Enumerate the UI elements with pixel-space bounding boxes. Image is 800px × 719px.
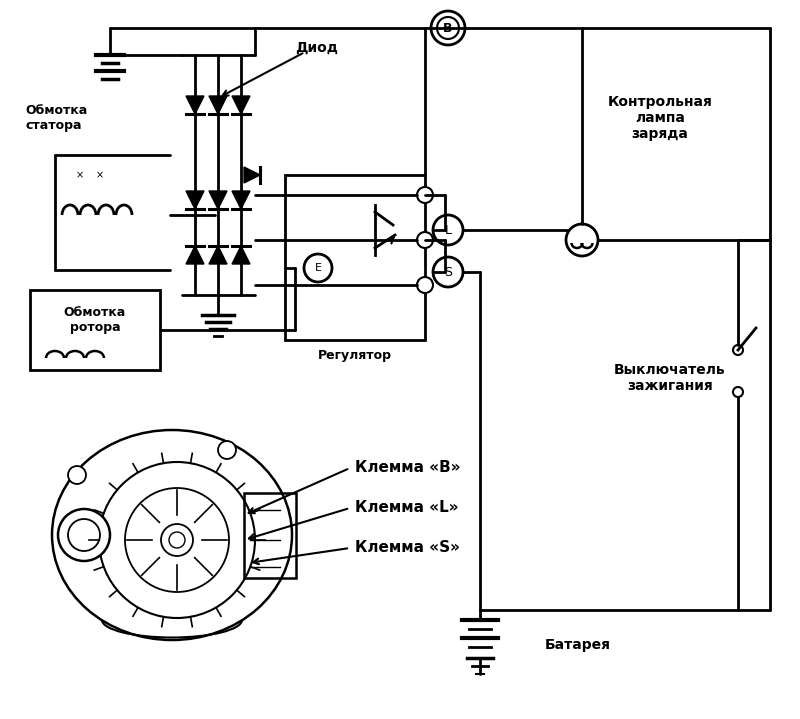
Polygon shape xyxy=(209,191,227,209)
Text: Выключатель
зажигания: Выключатель зажигания xyxy=(614,363,726,393)
Bar xyxy=(285,175,425,340)
Circle shape xyxy=(417,187,433,203)
Text: Диод: Диод xyxy=(295,41,338,55)
Text: L: L xyxy=(445,224,451,237)
Circle shape xyxy=(437,17,459,39)
Circle shape xyxy=(566,224,598,256)
Polygon shape xyxy=(186,96,204,114)
Polygon shape xyxy=(232,96,250,114)
Circle shape xyxy=(218,441,236,459)
Circle shape xyxy=(161,524,193,556)
Text: Клемма «L»: Клемма «L» xyxy=(355,500,458,516)
Polygon shape xyxy=(232,191,250,209)
Bar xyxy=(244,493,296,578)
Circle shape xyxy=(417,277,433,293)
Text: S: S xyxy=(444,265,452,278)
Circle shape xyxy=(68,466,86,484)
Polygon shape xyxy=(209,246,227,264)
Circle shape xyxy=(433,257,463,287)
Circle shape xyxy=(58,509,110,561)
Text: Регулятор: Регулятор xyxy=(318,349,392,362)
Text: Обмотка
статора: Обмотка статора xyxy=(25,104,87,132)
Polygon shape xyxy=(186,191,204,209)
Circle shape xyxy=(433,215,463,245)
Text: Клемма «S»: Клемма «S» xyxy=(355,541,460,556)
Polygon shape xyxy=(244,167,260,183)
Polygon shape xyxy=(186,246,204,264)
Text: Контрольная
лампа
заряда: Контрольная лампа заряда xyxy=(607,95,713,141)
Text: ×: × xyxy=(76,170,84,180)
Text: Батарея: Батарея xyxy=(545,638,611,652)
Circle shape xyxy=(431,11,465,45)
Polygon shape xyxy=(232,246,250,264)
Text: Обмотка
ротора: Обмотка ротора xyxy=(64,306,126,334)
Circle shape xyxy=(417,232,433,248)
Text: B: B xyxy=(443,22,453,35)
Circle shape xyxy=(733,387,743,397)
Text: Клемма «B»: Клемма «B» xyxy=(355,460,461,475)
Circle shape xyxy=(304,254,332,282)
Bar xyxy=(30,290,160,370)
Circle shape xyxy=(733,345,743,355)
Text: ×: × xyxy=(96,170,104,180)
Polygon shape xyxy=(209,96,227,114)
Text: E: E xyxy=(314,263,322,273)
